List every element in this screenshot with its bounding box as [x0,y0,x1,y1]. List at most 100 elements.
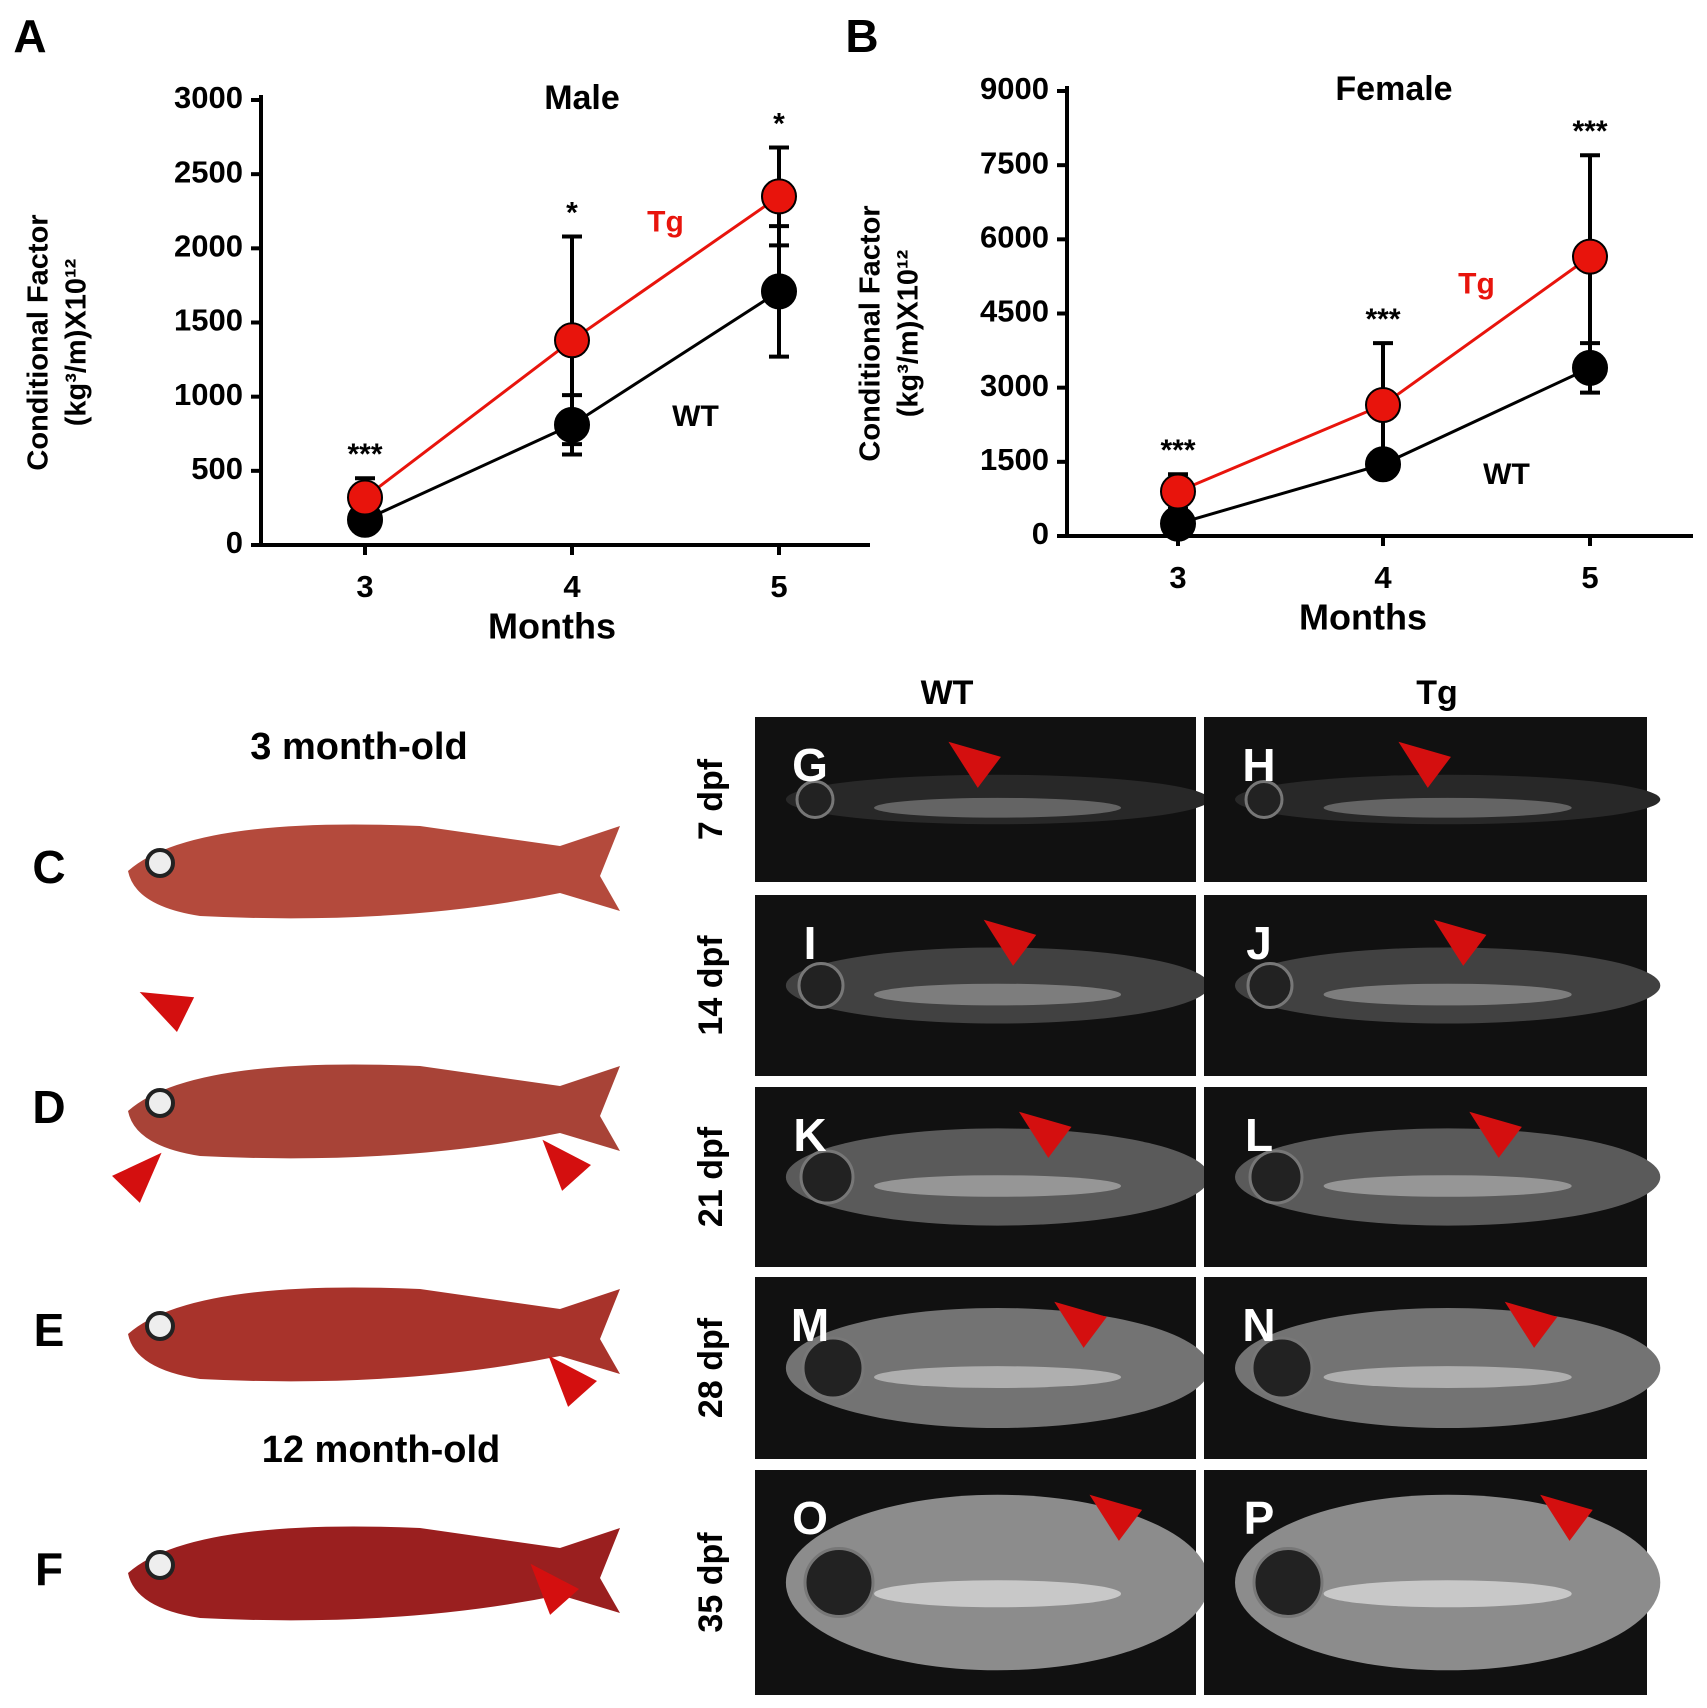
y-tick-label: 1500 [980,442,1049,477]
fish-stripe [874,797,1122,818]
panel-label: I [804,917,817,969]
chart-title: Male [544,79,620,117]
arrowhead [948,741,1001,788]
x-tick-label: 5 [1581,560,1598,595]
x-tick-label: 4 [563,569,581,604]
x-tick-label: 3 [356,569,373,604]
y-axis-label: Conditional Factor [23,214,55,470]
data-point [1572,238,1608,275]
fish-eye [1246,962,1294,1009]
fish-eye [797,962,845,1009]
y-tick-label: 6000 [980,220,1049,255]
data-point [1160,505,1196,542]
data-point [554,322,590,359]
panel-label: C [32,841,65,893]
fish-stripe [874,1580,1122,1608]
significance-mark: *** [347,438,382,471]
significance-mark: *** [1160,434,1195,467]
y-tick-label: 0 [226,525,243,560]
series-label: Tg [1458,268,1495,301]
y-tick-label: 3000 [980,368,1049,403]
series-label: Tg [647,205,684,238]
column-label: WT [921,674,974,712]
panel-label: K [793,1109,826,1161]
fish-photo [128,1064,620,1159]
y-axis-label: (kg³/m)X10¹² [893,249,925,417]
panel-label: E [34,1304,65,1356]
data-point [761,178,797,215]
y-tick-label: 7500 [980,145,1049,180]
arrowhead [542,1139,591,1191]
arrowhead [1054,1301,1107,1348]
arrowhead [1433,919,1487,966]
row-label: 35 dpf [692,1532,730,1633]
panel-label: M [791,1299,829,1351]
arrowhead [1469,1111,1522,1158]
panel-label: N [1242,1299,1275,1351]
photo-heading: 12 month-old [262,1429,501,1471]
fish-eye [803,1547,875,1618]
fish-stripe [1323,983,1572,1006]
y-tick-label: 2500 [174,154,243,189]
fish-eye [145,848,175,878]
arrowhead [1540,1494,1593,1541]
significance-mark: * [773,107,785,140]
panel-label: P [1244,1492,1275,1544]
fish-eye [145,1550,175,1580]
arrowhead [1504,1301,1558,1348]
fish-photo [128,1287,620,1382]
column-label: Tg [1416,674,1458,712]
significance-mark: *** [1365,303,1400,336]
fish-eye [1248,1149,1304,1205]
data-point [761,273,797,310]
fish-stripe [874,983,1122,1006]
y-tick-label: 3000 [174,80,243,115]
panel-label: O [792,1492,828,1544]
arrowhead [530,1563,579,1615]
row-label: 14 dpf [692,935,730,1036]
fish-eye [145,1088,175,1118]
y-axis-label: Conditional Factor [855,205,887,461]
x-tick-label: 5 [770,569,787,604]
panel-label: G [792,739,828,791]
photo-heading: 3 month-old [250,726,467,768]
fish-eye [1252,1547,1324,1618]
data-point [1365,386,1401,423]
row-label: 21 dpf [692,1126,730,1227]
fish-eye [801,1336,865,1400]
arrowhead [548,1355,597,1407]
significance-mark: *** [1572,115,1607,148]
panel-label: F [35,1543,63,1595]
y-tick-label: 2000 [174,229,243,264]
arrowhead [1018,1111,1072,1158]
y-axis-label: (kg³/m)X10¹² [61,258,93,426]
x-tick-label: 4 [1374,560,1392,595]
panel-label: J [1246,917,1272,969]
panel-label: H [1242,739,1275,791]
y-tick-label: 4500 [980,294,1049,329]
chart-title: Female [1335,70,1452,108]
fish-eye [799,1149,855,1205]
panel-label: D [32,1081,65,1133]
arrowhead [112,1152,162,1203]
series-label: WT [1483,458,1530,491]
panel-label: B [845,10,878,62]
y-tick-label: 500 [191,451,243,486]
significance-mark: * [566,196,578,229]
fish-eye [795,780,835,819]
y-tick-label: 9000 [980,71,1049,106]
arrowhead [1089,1494,1143,1541]
x-axis-label: Months [1299,597,1427,638]
data-point [347,479,383,516]
arrowhead [1398,741,1451,788]
row-label: 7 dpf [692,758,730,840]
fish-stripe [1323,1580,1572,1608]
fish-stripe [1323,1175,1572,1197]
y-tick-label: 0 [1032,516,1049,551]
fish-stripe [874,1366,1122,1389]
x-axis-label: Months [488,606,616,647]
data-point [1160,473,1196,510]
row-label: 28 dpf [692,1317,730,1418]
series-label: WT [672,400,719,433]
x-tick-label: 3 [1169,560,1186,595]
